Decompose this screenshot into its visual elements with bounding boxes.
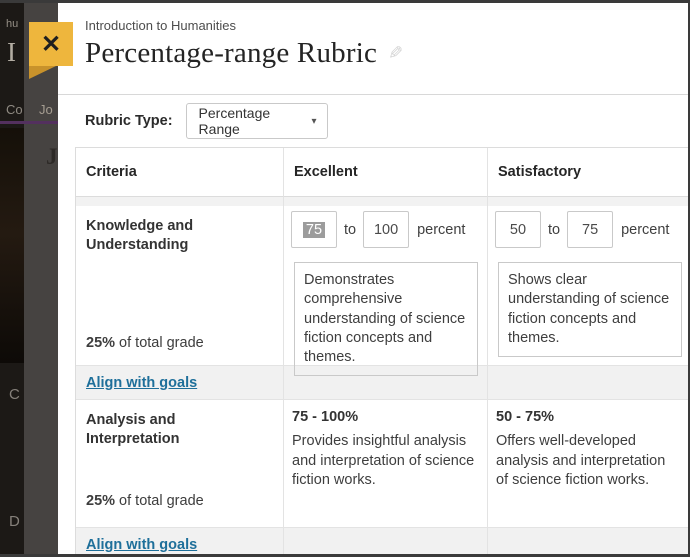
column-header-criteria: Criteria xyxy=(76,148,284,197)
range-text: 75 - 100% xyxy=(292,409,359,425)
criterion-description: Offers well-developed analysis and inter… xyxy=(496,433,666,489)
dimmed-page-banner-strip: hu I Co C D xyxy=(0,3,24,554)
to-label: to xyxy=(548,221,561,238)
edit-title-icon[interactable]: ✎ xyxy=(388,43,404,63)
input-text: 100 xyxy=(373,221,399,238)
weight-suffix: of total grade xyxy=(115,493,204,509)
excellent-cell-analysis: 75 - 100% Provides insightful analysis a… xyxy=(284,400,488,527)
criterion-description-textarea[interactable]: Shows clear understanding of science fic… xyxy=(498,262,682,358)
table-separator xyxy=(76,197,688,206)
table-header-row: Criteria Excellent Satisfactory xyxy=(76,148,688,197)
rubric-type-label: Rubric Type: xyxy=(85,113,173,129)
range-text: 50 - 75% xyxy=(496,409,555,425)
criterion-description-textarea[interactable]: Demonstrates comprehensive understanding… xyxy=(294,262,478,377)
dimmed-page-strip: Jo J xyxy=(24,3,58,554)
range-to-input[interactable]: 100 xyxy=(363,211,410,248)
table-row: Knowledge and Understanding 25% of total… xyxy=(76,206,688,377)
range-from-input[interactable]: 75 xyxy=(291,211,337,248)
column-header-satisfactory: Satisfactory xyxy=(488,148,688,197)
align-goals-row: Align with goals xyxy=(76,365,688,400)
dimmed-active-tab-underline xyxy=(0,121,58,124)
close-button-fold xyxy=(29,66,56,79)
weight-percent: 25% xyxy=(86,493,116,509)
close-button[interactable]: ✕ xyxy=(29,22,73,66)
close-icon: ✕ xyxy=(40,30,62,58)
rubric-type-value: Percentage Range xyxy=(198,105,271,137)
criterion-weight: 25% of total grade xyxy=(86,335,269,351)
selected-input-text: 75 xyxy=(302,221,326,238)
dimmed-page-text: hu xyxy=(6,18,19,30)
panel-header: Introduction to Humanities Percentage-ra… xyxy=(58,3,688,95)
criterion-name: Knowledge and Understanding xyxy=(86,218,194,253)
to-label: to xyxy=(344,221,357,238)
criterion-description: Provides insightful analysis and interpr… xyxy=(292,433,475,489)
align-goals-row: Align with goals xyxy=(76,527,688,554)
dimmed-tab-label: Co xyxy=(6,102,23,117)
percent-label: percent xyxy=(621,221,670,238)
breadcrumb-course-name: Introduction to Humanities xyxy=(85,18,237,33)
dimmed-heading-initial: J xyxy=(46,144,58,169)
criterion-name: Analysis and Interpretation xyxy=(86,412,180,447)
rubric-table: Criteria Excellent Satisfactory Knowledg… xyxy=(75,147,688,554)
dimmed-tab-label: Jo xyxy=(39,102,53,117)
criterion-weight: 25% of total grade xyxy=(86,493,269,509)
range-to-input[interactable]: 75 xyxy=(567,211,614,248)
dimmed-page-text: C xyxy=(9,386,20,403)
align-with-goals-link[interactable]: Align with goals xyxy=(86,536,198,553)
rubric-type-row: Rubric Type: Percentage Range ▾ xyxy=(58,95,688,147)
input-text: 75 xyxy=(582,221,599,238)
input-text: 50 xyxy=(509,221,527,238)
dimmed-course-banner xyxy=(0,128,24,363)
rubric-panel: Introduction to Humanities Percentage-ra… xyxy=(58,3,688,554)
satisfactory-cell-analysis: 50 - 75% Offers well-developed analysis … xyxy=(488,400,688,527)
percent-label: percent xyxy=(417,221,466,238)
weight-percent: 25% xyxy=(86,335,116,351)
chevron-down-icon: ▾ xyxy=(311,115,317,127)
rubric-type-select[interactable]: Percentage Range ▾ xyxy=(185,103,328,139)
dimmed-page-text: D xyxy=(9,513,20,530)
column-header-excellent: Excellent xyxy=(284,148,488,197)
satisfactory-cell-knowledge: 50 to 75 percent Shows clear understandi… xyxy=(488,206,688,365)
excellent-cell-knowledge: 75 to 100 percent Demonstrates comprehen… xyxy=(284,206,488,377)
dimmed-page-title-initial: I xyxy=(7,37,16,67)
align-with-goals-link[interactable]: Align with goals xyxy=(86,374,198,391)
criterion-cell-analysis: Analysis and Interpretation 25% of total… xyxy=(76,400,284,527)
page-title: Percentage-range Rubric xyxy=(85,37,378,69)
criterion-cell-knowledge: Knowledge and Understanding 25% of total… xyxy=(76,206,284,365)
table-row: Analysis and Interpretation 25% of total… xyxy=(76,400,688,527)
weight-suffix: of total grade xyxy=(115,335,204,351)
range-from-input[interactable]: 50 xyxy=(495,211,541,248)
